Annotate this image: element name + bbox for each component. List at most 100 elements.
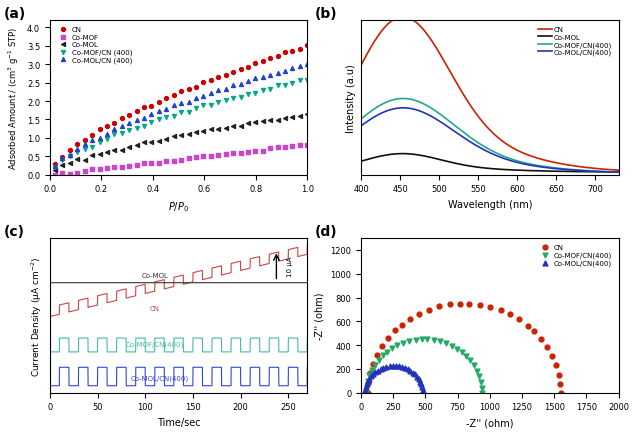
Co-MOL/CN(400) [397,364,407,371]
Co-MOF [162,158,172,165]
CN [139,105,149,112]
Co-MOF [273,144,283,151]
Co-MOL/CN(400) [481,148,489,154]
Co-MOF/CN(400) [113,335,121,341]
Co-MOL [399,151,406,157]
Co-MOF/CN(400) [382,349,392,355]
Co-MOL [287,114,298,121]
Co-MOL/CN (400) [191,95,201,102]
Co-MOL/CN(400) [219,383,227,388]
Line: CN: CN [361,18,619,171]
Co-MOF/CN (400) [258,87,268,94]
Co-MOL [87,152,97,159]
CN [363,389,373,396]
Co-MOL/CN(400) [55,365,63,370]
Co-MOF/CN (400) [184,109,194,116]
Co-MOL/CN(400) [408,369,418,376]
Co-MOF/CN (400) [139,123,149,130]
Co-MOL [60,280,68,286]
Co-MOL/CN(400) [368,371,378,378]
Co-MOF/CN (400) [280,82,290,89]
CN [60,302,68,307]
Line: Co-MOF/CN(400): Co-MOF/CN(400) [50,338,307,352]
Co-MOL [615,170,623,175]
Co-MOL/CN(400) [414,376,424,383]
Co-MOF [191,154,201,161]
Co-MOF/CN(400) [46,349,53,355]
Y-axis label: Intensity (a.u): Intensity (a.u) [345,64,356,132]
Text: Co-MOL/CN(400): Co-MOL/CN(400) [130,375,189,381]
Co-MOL [113,280,121,286]
Co-MOF [243,149,253,156]
Co-MOL/CN(400) [361,384,371,391]
Co-MOF/CN (400) [302,77,312,84]
Co-MOL [80,157,90,164]
Co-MOL [511,168,519,173]
Co-MOL [235,123,245,130]
Co-MOL/CN (400) [132,117,142,124]
CN [555,381,565,388]
Co-MOF [169,158,179,164]
CN [414,310,424,317]
Co-MOL/CN (400) [124,120,134,127]
Co-MOF/CN (400) [95,139,105,146]
Co-MOF/CN (400) [169,113,179,120]
Co-MOL/CN(400) [357,124,365,129]
Co-MOL/CN(400) [60,365,68,370]
Co-MOF [198,153,209,160]
Co-MOL/CN(400) [382,364,392,371]
CN [162,95,172,102]
Co-MOL/CN(400) [361,381,371,388]
Y-axis label: Current Density (μA cm$^{-2}$): Current Density (μA cm$^{-2}$) [30,256,45,376]
Co-MOL/CN (400) [95,135,105,142]
Co-MOL/CN (400) [117,124,127,131]
Co-MOL/CN (400) [302,61,312,68]
Co-MOL/CN (400) [287,66,298,73]
Co-MOF/CN(400) [480,145,488,150]
Y-axis label: Adsorbed Amount / (cm$^3$ g$^{-1}$ STP): Adsorbed Amount / (cm$^3$ g$^{-1}$ STP) [7,27,22,170]
CN [235,66,245,73]
X-axis label: Time/sec: Time/sec [156,417,200,427]
Line: Co-MOL: Co-MOL [361,154,619,172]
Co-MOL/CN(400) [113,365,121,370]
Text: CN: CN [149,306,160,312]
Co-MOF [109,164,120,171]
CN [497,138,505,143]
Co-MOL [295,113,305,120]
Co-MOL [302,112,312,118]
Co-MOF [124,163,134,170]
Co-MOF [213,152,223,159]
Co-MOF [221,151,231,158]
CN [50,161,60,168]
CN [213,74,223,81]
CN [109,120,120,127]
Co-MOF/CN(400) [474,373,485,380]
CN [102,123,112,130]
CN [390,327,400,334]
Co-MOL [124,144,134,151]
Co-MOL [481,166,489,171]
Co-MOL/CN (400) [184,99,194,106]
Co-MOL [139,139,149,146]
Co-MOF/CN (400) [109,131,120,138]
Co-MOL/CN(400) [52,383,60,388]
Co-MOL/CN (400) [228,83,238,90]
Co-MOL/CN (400) [221,86,231,93]
Co-MOL/CN(400) [360,389,370,396]
Co-MOF/CN(400) [429,337,439,344]
Co-MOF/CN(400) [370,362,380,368]
Co-MOF [50,172,60,179]
Co-MOL [140,280,148,286]
Legend: CN, Co-MOL, Co-MOF/CN(400), Co-MOL/CN(400): CN, Co-MOL, Co-MOF/CN(400), Co-MOL/CN(40… [536,24,615,59]
Co-MOL [357,159,365,164]
Co-MOL [176,132,186,139]
Co-MOF/CN(400) [392,342,403,349]
Co-MOL/CN (400) [176,100,186,107]
Co-MOF/CN(400) [609,170,617,175]
CN [52,313,60,318]
Co-MOL/CN (400) [50,163,60,170]
CN [551,362,561,368]
CN [273,53,283,60]
Co-MOL [273,117,283,124]
Co-MOF [87,166,97,173]
